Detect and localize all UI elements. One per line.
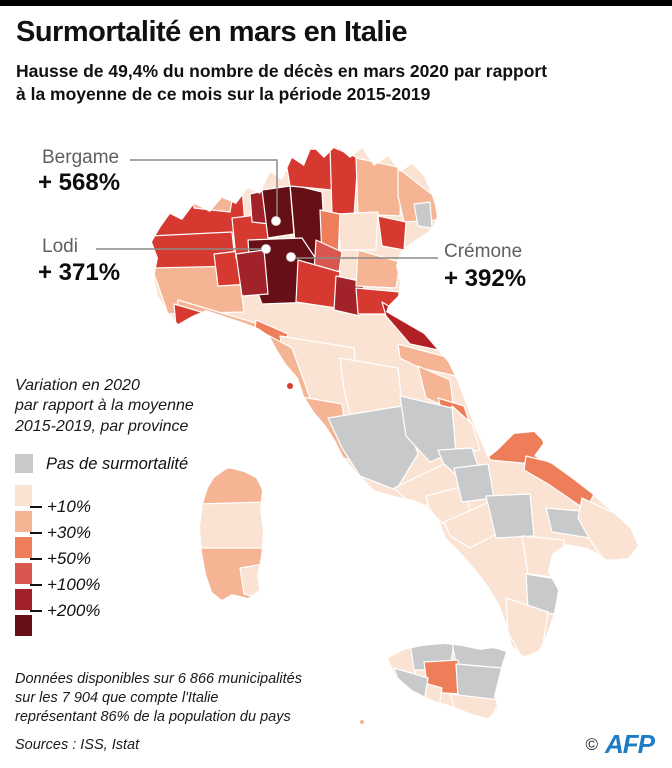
city-dot xyxy=(286,252,296,262)
data-availability-note: Données disponibles sur 6 866 municipali… xyxy=(15,671,302,725)
province-pavia xyxy=(235,249,269,297)
legend-swatch-3 xyxy=(15,537,32,558)
callout-lodi-value: + 371% xyxy=(38,259,121,286)
province-belluno xyxy=(355,157,403,217)
legend-no-excess-swatch xyxy=(15,454,33,473)
legend-swatch-2 xyxy=(15,511,32,532)
legend-swatch-6 xyxy=(15,615,32,636)
callout-bergame-value: + 568% xyxy=(38,169,121,196)
legend-title: Variation en 2020 par rapport à la moyen… xyxy=(15,377,194,435)
province-catanzaro xyxy=(525,573,563,615)
legend-no-excess-label: Pas de surmortalité xyxy=(46,455,189,473)
province-chieti-coast xyxy=(451,405,481,455)
province-salerno xyxy=(443,499,505,549)
afp-logo: AFP xyxy=(605,729,655,759)
province-sassari xyxy=(199,467,265,507)
province-romagna xyxy=(355,287,401,315)
province-trentino xyxy=(329,146,359,217)
legend-label-30: +30% xyxy=(30,523,91,543)
legend-tick xyxy=(30,532,42,534)
legend-tick xyxy=(30,558,42,560)
legend-swatch-5 xyxy=(15,589,32,610)
afp-credit: © AFP xyxy=(585,729,655,760)
legend-label-50: +50% xyxy=(30,549,91,569)
legend-label-10: +10% xyxy=(30,497,91,517)
copyright-icon: © xyxy=(585,734,598,754)
city-dot xyxy=(261,244,271,254)
callout-cremone-value: + 392% xyxy=(444,265,527,292)
legend-tick xyxy=(30,610,42,612)
callout-lodi-name: Lodi xyxy=(42,236,78,257)
province-padova xyxy=(337,211,379,251)
callout-bergame-name: Bergame xyxy=(42,147,120,168)
top-bar xyxy=(0,0,672,6)
province-bergamo xyxy=(261,185,295,239)
legend-tick xyxy=(30,506,42,508)
province-venice xyxy=(377,215,407,251)
province-nuoro-oristano xyxy=(198,501,266,551)
legend-tick xyxy=(30,584,42,586)
province-potenza xyxy=(485,493,535,539)
callout-cremone-name: Crémone xyxy=(444,241,523,262)
page-subtitle: Hausse de 49,4% du nombre de décès en ma… xyxy=(16,61,548,104)
province-cosenza xyxy=(521,535,565,579)
legend-swatch-4 xyxy=(15,563,32,584)
province-aosta xyxy=(191,183,235,213)
page-title: Surmortalité en mars en Italie xyxy=(16,16,408,48)
province-ancona xyxy=(397,343,457,377)
city-dot xyxy=(271,216,281,226)
legend-label-200: +200% xyxy=(30,601,100,621)
legend-swatch-1 xyxy=(15,485,32,506)
province-sard-se xyxy=(239,563,265,599)
sources-line: Sources : ISS, Istat xyxy=(15,737,140,753)
legend-label-100: +100% xyxy=(30,575,100,595)
province-lecce-heel xyxy=(577,497,638,561)
